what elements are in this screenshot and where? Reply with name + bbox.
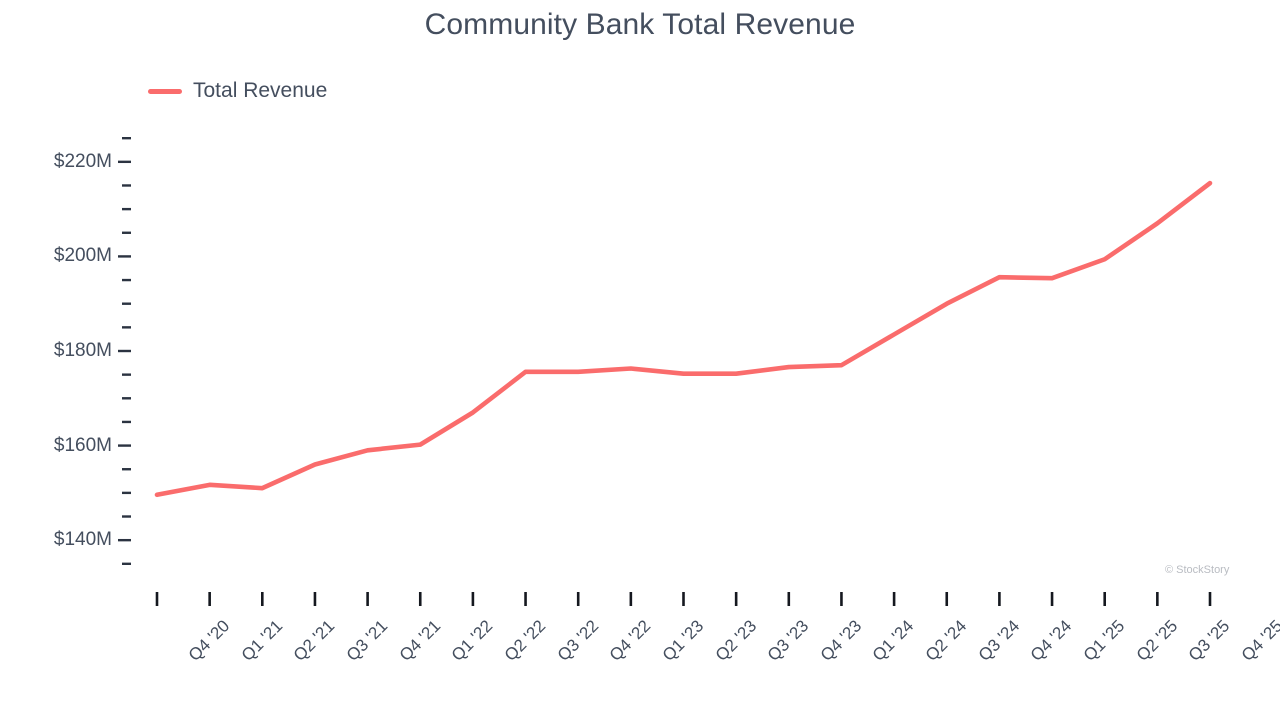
legend-label-total-revenue: Total Revenue: [193, 79, 328, 102]
stockstory-watermark: © StockStory: [1165, 564, 1230, 576]
y-axis-tick-label: $160M: [53, 434, 112, 456]
y-axis-tick-label: $180M: [53, 340, 112, 361]
legend-swatch-total-revenue: [148, 88, 182, 94]
y-axis-labels: $140M $160M $180M $200M $220M: [0, 0, 112, 720]
y-axis-tick-label: $140M: [53, 529, 112, 551]
chart-legend: Total Revenue: [148, 78, 327, 104]
y-axis-tick-label: $220M: [53, 150, 112, 172]
series-line-total-revenue: [154, 180, 1213, 498]
y-axis-tick-label: $200M: [53, 245, 112, 267]
chart-title: Community Bank Total Revenue: [424, 8, 856, 41]
